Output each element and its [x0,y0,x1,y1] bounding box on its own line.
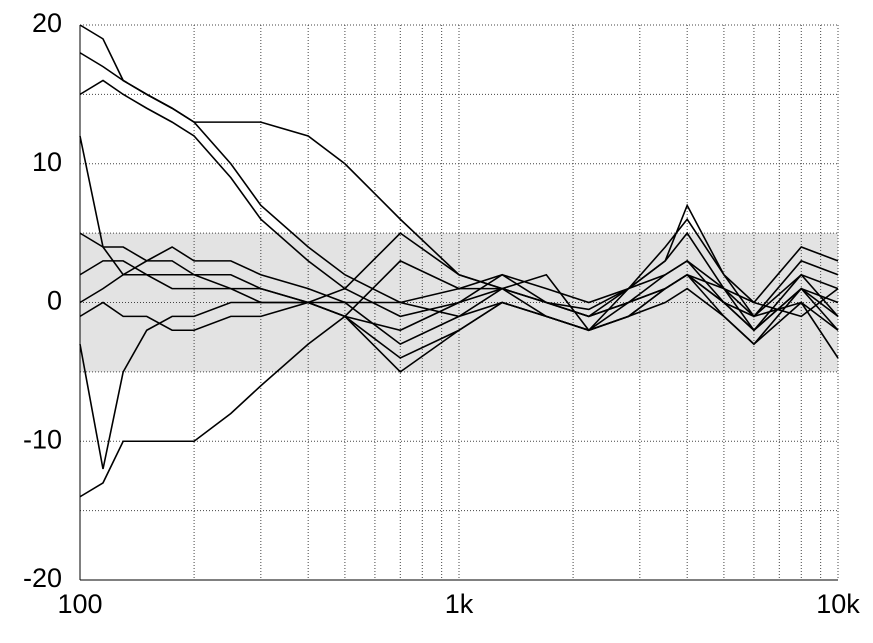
y-tick-label: -20 [23,563,62,593]
y-tick-label: 20 [32,8,62,38]
series-line [79,273,839,346]
x-tick-label: 1k [445,589,474,619]
y-tick-label: -10 [23,424,62,454]
series-line [79,259,839,498]
y-tick-label: 0 [47,286,62,316]
series-line [79,203,839,332]
series-line [79,135,839,346]
x-tick-label: 10k [816,589,860,619]
x-tick-label: 100 [57,589,102,619]
y-tick-label: 10 [32,147,62,177]
series-line [79,232,839,318]
